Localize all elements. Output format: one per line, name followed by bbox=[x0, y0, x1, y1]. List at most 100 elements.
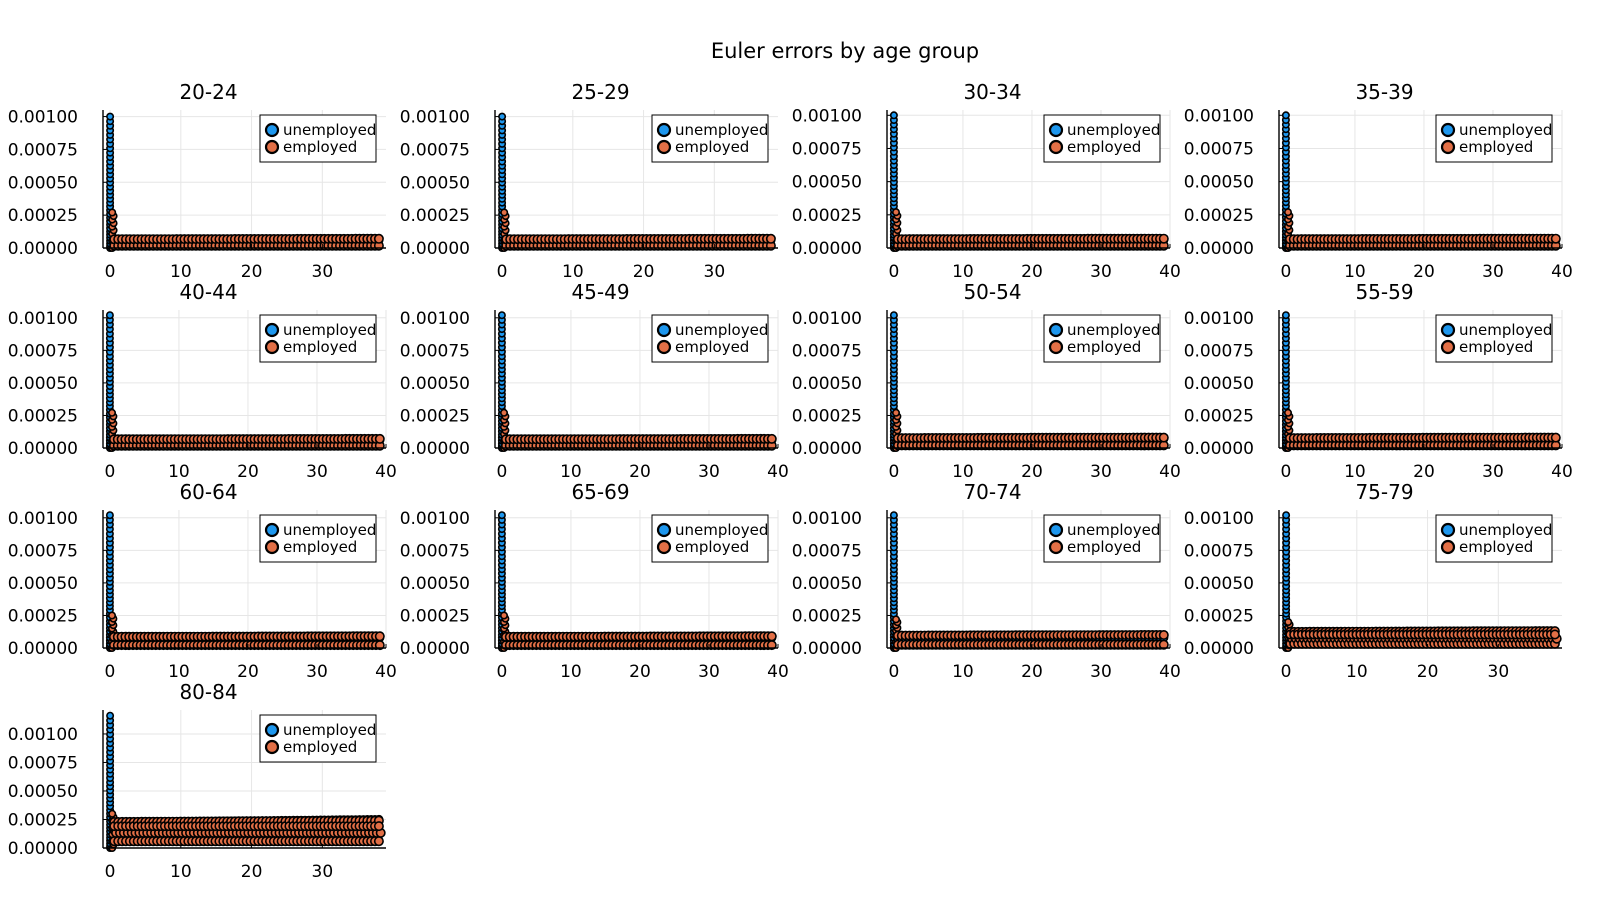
legend-label: employed bbox=[1067, 538, 1141, 556]
subplot-70-74: 70-74 0 10 20 30 40 0.00000 0.00025 0.00050 0.000… bbox=[792, 480, 1181, 682]
scatter-points bbox=[106, 112, 384, 253]
legend-marker-unemployed bbox=[264, 722, 280, 738]
scatter-point bbox=[106, 711, 115, 720]
x-tick-label: 10 bbox=[170, 862, 192, 882]
scatter-point bbox=[891, 208, 900, 217]
legend-label: unemployed bbox=[283, 521, 376, 539]
x-tick-label: 10 bbox=[168, 662, 190, 682]
x-tick-label: 30 bbox=[1090, 262, 1112, 282]
legend-label: employed bbox=[1459, 138, 1533, 156]
legend-label: employed bbox=[1459, 538, 1533, 556]
legend-marker-unemployed bbox=[656, 122, 672, 138]
legend-label: employed bbox=[1459, 338, 1533, 356]
y-tick-label: 0.00075 bbox=[792, 541, 862, 561]
x-tick-label: 30 bbox=[1482, 262, 1504, 282]
x-tick-label: 10 bbox=[170, 262, 192, 282]
y-tick-label: 0.00075 bbox=[400, 140, 470, 160]
y-tick-label: 0.00000 bbox=[8, 439, 78, 459]
y-tick-label: 0.00075 bbox=[792, 341, 862, 361]
scatter-point bbox=[1158, 233, 1169, 244]
subplot-title: 80-84 bbox=[179, 680, 237, 704]
y-tick-label: 0.00100 bbox=[1184, 106, 1254, 126]
legend-label: unemployed bbox=[1067, 321, 1160, 339]
x-tick-label: 10 bbox=[1344, 262, 1366, 282]
x-tick-label: 0 bbox=[1280, 262, 1291, 282]
x-tick-label: 0 bbox=[497, 262, 508, 282]
x-tick-label: 0 bbox=[888, 662, 899, 682]
x-tick-label: 10 bbox=[952, 262, 974, 282]
x-tick-label: 20 bbox=[1413, 262, 1435, 282]
scatter-point bbox=[1549, 629, 1560, 640]
x-tick-label: 30 bbox=[1488, 662, 1510, 682]
x-tick-label: 40 bbox=[375, 662, 397, 682]
scatter-point bbox=[497, 511, 506, 520]
x-tick-label: 10 bbox=[1344, 462, 1366, 482]
legend-label: unemployed bbox=[283, 321, 376, 339]
scatter-point bbox=[1284, 208, 1293, 217]
x-tick-label: 10 bbox=[168, 462, 190, 482]
subplot-title: 60-64 bbox=[179, 480, 237, 504]
y-tick-label: 0.00050 bbox=[1184, 574, 1254, 594]
legend-marker-employed bbox=[1440, 339, 1456, 355]
figure-title: Euler errors by age group bbox=[711, 39, 979, 63]
subplot-title: 45-49 bbox=[571, 280, 629, 304]
scatter-point bbox=[766, 433, 777, 444]
y-tick-label: 0.00025 bbox=[792, 606, 862, 626]
legend-label: unemployed bbox=[283, 121, 376, 139]
subplot-75-79: 75-79 0 10 20 30 0.00000 0.00025 0.00050 0.00075… bbox=[1184, 480, 1562, 682]
scatter-point bbox=[373, 821, 384, 832]
subplot-title: 35-39 bbox=[1355, 80, 1413, 104]
legend-label: employed bbox=[283, 138, 357, 156]
y-tick-label: 0.00000 bbox=[792, 639, 862, 659]
scatter-point bbox=[1550, 233, 1561, 244]
subplot-40-44: 40-44 0 10 20 30 40 0.00000 0.00025 0.00050 0.000… bbox=[8, 280, 397, 482]
y-tick-label: 0.00050 bbox=[8, 574, 78, 594]
y-tick-label: 0.00025 bbox=[8, 810, 78, 830]
legend-label: employed bbox=[283, 538, 357, 556]
legend-marker-employed bbox=[264, 339, 280, 355]
x-tick-label: 20 bbox=[629, 462, 651, 482]
y-tick-label: 0.00100 bbox=[792, 509, 862, 529]
scatter-point bbox=[374, 433, 385, 444]
y-tick-label: 0.00100 bbox=[400, 108, 470, 128]
y-tick-label: 0.00100 bbox=[400, 509, 470, 529]
subplot-title: 70-74 bbox=[963, 480, 1021, 504]
scatter-point bbox=[1281, 311, 1290, 320]
scatter-point bbox=[889, 311, 898, 320]
scatter-point bbox=[373, 233, 384, 244]
subplot-35-39: 35-39 0 10 20 30 40 0.00000 0.00025 0.00050 0.000… bbox=[1184, 80, 1573, 282]
x-tick-label: 20 bbox=[633, 262, 655, 282]
legend-label: unemployed bbox=[1459, 321, 1552, 339]
scatter-point bbox=[889, 511, 898, 520]
x-tick-label: 0 bbox=[104, 462, 115, 482]
legend-label: unemployed bbox=[283, 721, 376, 739]
x-tick-label: 0 bbox=[105, 262, 116, 282]
legend-marker-employed bbox=[656, 139, 672, 155]
y-tick-label: 0.00000 bbox=[8, 239, 78, 259]
legend-marker-employed bbox=[1048, 339, 1064, 355]
y-tick-label: 0.00100 bbox=[8, 725, 78, 745]
subplot-title: 50-54 bbox=[963, 280, 1021, 304]
legend-marker-unemployed bbox=[1440, 322, 1456, 338]
legend-marker-unemployed bbox=[264, 322, 280, 338]
y-tick-label: 0.00050 bbox=[1184, 374, 1254, 394]
y-tick-label: 0.00050 bbox=[400, 173, 470, 193]
legend-box bbox=[651, 114, 769, 163]
scatter-point bbox=[1158, 629, 1169, 640]
y-tick-label: 0.00025 bbox=[792, 206, 862, 226]
y-tick-label: 0.00075 bbox=[400, 341, 470, 361]
legend-label: unemployed bbox=[675, 521, 768, 539]
legend-marker-unemployed bbox=[1048, 122, 1064, 138]
legend-label: unemployed bbox=[675, 121, 768, 139]
y-tick-label: 0.00075 bbox=[792, 139, 862, 159]
x-tick-label: 40 bbox=[1159, 462, 1181, 482]
scatter-point bbox=[498, 112, 507, 121]
legend-label: employed bbox=[1067, 138, 1141, 156]
legend-marker-employed bbox=[656, 539, 672, 555]
legend-label: employed bbox=[283, 738, 357, 756]
